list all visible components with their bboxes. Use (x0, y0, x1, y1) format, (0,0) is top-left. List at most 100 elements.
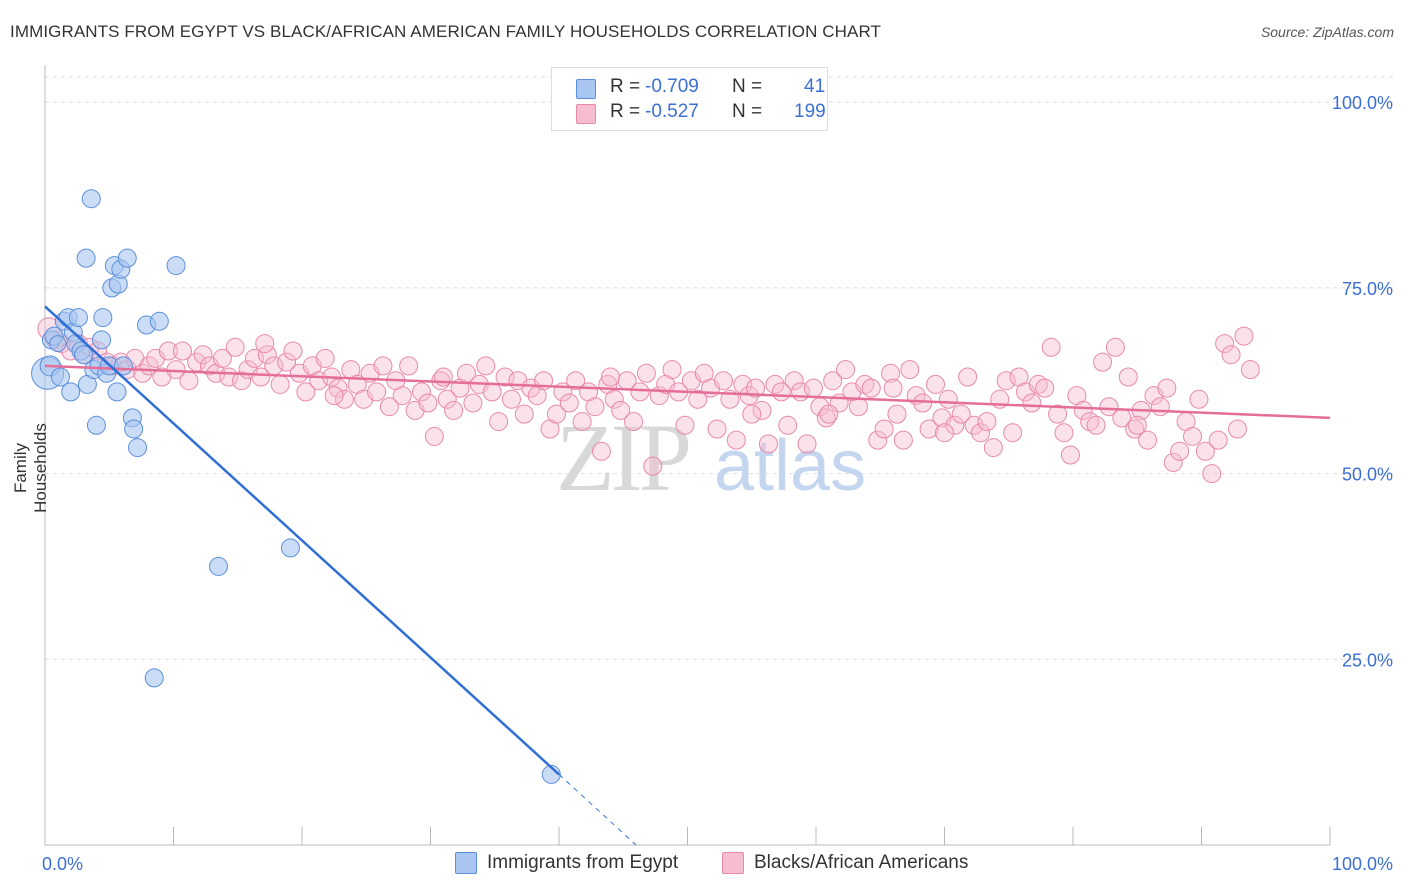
data-point-blacks (913, 393, 933, 413)
data-point-blacks (418, 393, 438, 413)
data-point-blacks (257, 345, 277, 365)
data-point-egypt (124, 419, 144, 439)
data-point-blacks (495, 367, 515, 387)
data-point-blacks (514, 404, 534, 424)
data-point-blacks (797, 434, 817, 454)
data-point-blacks (752, 400, 772, 420)
data-point-blacks (758, 434, 778, 454)
data-point-blacks (1105, 337, 1125, 357)
data-point-egypt (208, 556, 228, 576)
data-point-blacks (926, 374, 946, 394)
data-point-blacks (868, 430, 888, 450)
data-point-egypt (93, 308, 113, 328)
data-point-blacks (225, 337, 245, 357)
data-point-blacks (379, 397, 399, 417)
data-point-blacks (463, 393, 483, 413)
data-point-blacks (816, 408, 836, 428)
series-egypt-points (31, 189, 561, 784)
data-point-blacks (585, 397, 605, 417)
data-point-blacks (1003, 423, 1023, 443)
data-point-blacks (367, 382, 387, 402)
y-tick-label: 100.0% (1332, 93, 1393, 113)
data-point-egypt (166, 256, 186, 276)
data-point-blacks (951, 404, 971, 424)
data-point-blacks (1093, 352, 1113, 372)
data-point-blacks (855, 374, 875, 394)
data-point-blacks (412, 382, 432, 402)
data-point-blacks (935, 423, 954, 443)
data-point-blacks (255, 334, 275, 354)
data-point-blacks (784, 371, 804, 391)
data-point-egypt (128, 438, 148, 458)
data-point-blacks (392, 386, 412, 406)
data-point-egypt (117, 248, 137, 268)
data-point-blacks (938, 389, 958, 409)
data-point-blacks (1099, 397, 1119, 417)
data-point-blacks (1234, 326, 1254, 346)
data-point-blacks (945, 415, 965, 435)
data-point-blacks (1221, 345, 1241, 365)
data-point-blacks (977, 412, 997, 432)
data-point-blacks (746, 378, 766, 398)
y-tick-label: 25.0% (1342, 650, 1393, 670)
data-point-blacks (251, 367, 271, 387)
legend-label-blacks: Blacks/African Americans (754, 852, 969, 873)
data-point-blacks (1163, 452, 1183, 472)
data-point-blacks (212, 348, 232, 368)
data-point-blacks (964, 415, 984, 435)
n-value: 41 (804, 76, 826, 97)
data-point-blacks (232, 371, 252, 391)
data-point-egypt (92, 330, 112, 350)
data-point-blacks (324, 386, 344, 406)
data-point-blacks (591, 441, 611, 461)
data-point-blacks (604, 389, 624, 409)
data-point-blacks (1028, 374, 1048, 394)
data-point-blacks (1189, 389, 1209, 409)
data-point-blacks (887, 404, 907, 424)
data-point-blacks (1073, 400, 1093, 420)
data-point-blacks (848, 397, 868, 417)
data-point-blacks (1048, 404, 1068, 424)
data-point-blacks (277, 352, 297, 372)
tick-labels: 25.0% 50.0% 75.0% 100.0% 0.0% 100.0% (42, 93, 1393, 874)
data-point-blacks (662, 360, 682, 380)
legend-swatch-egypt (455, 852, 477, 874)
y-tick-label: 75.0% (1342, 279, 1393, 299)
data-point-blacks (296, 382, 316, 402)
data-point-blacks (1208, 430, 1228, 450)
data-point-blacks (643, 456, 663, 476)
data-point-blacks (1125, 419, 1145, 439)
data-point-blacks (1080, 412, 1100, 432)
data-point-blacks (636, 363, 656, 383)
data-point-blacks (713, 371, 733, 391)
data-point-egypt (74, 345, 94, 365)
r-value: -0.709 (645, 76, 699, 97)
data-point-blacks (1060, 445, 1080, 465)
data-point-blacks (572, 412, 592, 432)
r-value: -0.527 (645, 101, 699, 122)
data-point-egypt (144, 668, 164, 688)
data-point-blacks (158, 341, 178, 361)
data-point-blacks (803, 378, 823, 398)
data-point-blacks (489, 412, 509, 432)
r-label: R = (610, 101, 641, 122)
correlation-legend: R = -0.709 N = 41 R = -0.527 N = 199 (551, 67, 828, 131)
data-point-blacks (179, 371, 199, 391)
data-point-blacks (823, 371, 843, 391)
data-point-blacks (1170, 441, 1190, 461)
data-point-blacks (600, 367, 620, 387)
data-point-blacks (559, 393, 579, 413)
chart-title: IMMIGRANTS FROM EGYPT VS BLACK/AFRICAN A… (10, 22, 882, 41)
y-tick-label: 50.0% (1342, 465, 1393, 485)
axes (44, 65, 1331, 846)
data-point-blacks (1195, 441, 1215, 461)
data-point-blacks (373, 356, 393, 376)
data-point-blacks (501, 389, 521, 409)
legend-swatch-egypt (576, 79, 596, 99)
trend-line-blacks (44, 364, 1331, 420)
data-point-blacks (244, 348, 264, 368)
data-point-blacks (1183, 426, 1203, 446)
y-axis-label: Family Households (11, 423, 50, 513)
data-point-egypt (76, 248, 96, 268)
